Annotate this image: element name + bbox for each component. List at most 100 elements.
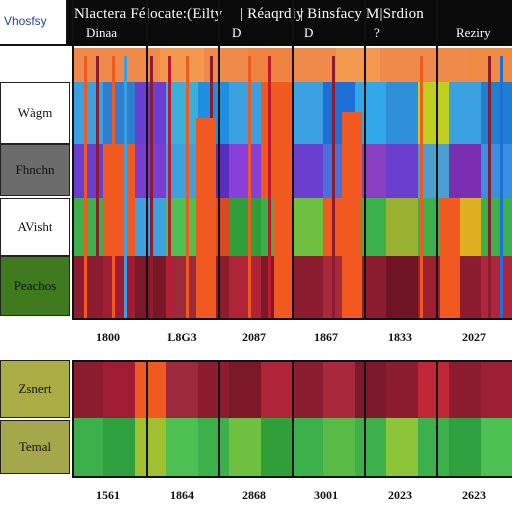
axis-tick-label: L8G3 — [167, 330, 197, 344]
corner-cell: Vhosfsy — [0, 0, 68, 46]
row-label: Temal — [0, 420, 70, 474]
band-stripe — [229, 360, 262, 418]
corner-label: Vhosfsy — [4, 14, 47, 28]
band-stripe — [166, 198, 199, 256]
band-stripe — [292, 360, 324, 418]
header-title-right: | Binsfacy M|Srdion — [300, 6, 424, 22]
band-stripe — [449, 82, 482, 144]
band-stripe — [72, 82, 104, 144]
band-stripe — [103, 144, 136, 198]
band-stripe — [166, 256, 199, 318]
band-stripe — [229, 82, 262, 144]
header-sub-label: Dinaa — [86, 25, 118, 40]
band-stripe — [260, 418, 293, 476]
band-stripe — [292, 198, 324, 256]
axis-tick-label: 3001 — [314, 488, 338, 502]
band-stripe — [134, 418, 167, 476]
band-stripe — [72, 144, 104, 198]
band-stripe — [323, 418, 356, 476]
header-sub-label: ? — [374, 25, 380, 40]
band-stripe — [386, 82, 419, 144]
header-sub-label: D — [304, 25, 314, 40]
band-stripe — [354, 360, 387, 418]
accent-bar — [420, 56, 423, 318]
band-stripe — [292, 418, 324, 476]
band-stripe — [292, 256, 324, 318]
color-band — [72, 418, 512, 476]
axis-tick-label: 2023 — [388, 488, 412, 502]
band-stripe — [103, 256, 136, 318]
band-stripe — [449, 360, 482, 418]
axis-tick-label: 1833 — [388, 330, 412, 344]
band-stripe — [72, 256, 104, 318]
header-sub-label: Reziry — [456, 25, 491, 40]
grid-line — [292, 0, 294, 512]
axis-tick-label: 2027 — [462, 330, 486, 344]
row-label: Wàgm — [0, 82, 70, 144]
accent-bar — [186, 56, 189, 318]
band-stripe — [72, 360, 104, 418]
band-stripe — [480, 144, 512, 198]
row-label: AVisht — [0, 198, 70, 256]
band-stripe — [417, 360, 450, 418]
grid-line — [436, 0, 438, 512]
band-stripe — [386, 256, 419, 318]
band-stripe — [229, 418, 262, 476]
grid-line — [72, 0, 74, 512]
band-stripe — [380, 48, 424, 82]
feature-bar — [342, 112, 362, 318]
grid-line — [218, 0, 220, 512]
band-stripe — [480, 256, 512, 318]
color-band — [72, 360, 512, 418]
axis-tick-label: 2868 — [242, 488, 266, 502]
header-title-left: Nlactera Félocate:(Eilty — [74, 6, 223, 22]
band-stripe — [480, 198, 512, 256]
band-stripe — [72, 198, 104, 256]
grid-line — [146, 0, 148, 512]
accent-bar — [124, 56, 127, 318]
row-label: Zsnert — [0, 360, 70, 418]
band-stripe — [166, 82, 199, 144]
band-stripe — [103, 82, 136, 144]
accent-bar — [150, 56, 153, 318]
band-stripe — [166, 144, 199, 198]
accent-bar — [96, 56, 99, 318]
band-stripe — [386, 144, 419, 198]
accent-bar — [112, 56, 115, 318]
accent-bar — [248, 56, 251, 318]
feature-bar — [274, 112, 294, 318]
band-stripe — [386, 418, 419, 476]
band-stripe — [449, 418, 482, 476]
axis-tick-label: 1867 — [314, 330, 338, 344]
band-stripe — [229, 198, 262, 256]
band-stripe — [260, 360, 293, 418]
band-stripe — [72, 418, 104, 476]
band-stripe — [480, 360, 512, 418]
grid-line — [364, 0, 366, 512]
band-stripe — [292, 82, 324, 144]
band-stripe — [160, 48, 204, 82]
band-stripe — [480, 82, 512, 144]
accent-bar — [84, 56, 87, 318]
band-stripe — [417, 82, 450, 144]
band-stripe — [417, 418, 450, 476]
accent-bar — [168, 56, 171, 318]
header-sub-label: D — [232, 25, 242, 40]
chart-header — [0, 0, 512, 46]
header-title-mid: | Réaqrdiy — [240, 6, 304, 22]
band-stripe — [103, 360, 136, 418]
band-stripe — [292, 144, 324, 198]
feature-bar — [440, 198, 460, 318]
band-stripe — [336, 48, 380, 82]
axis-tick-label: 1800 — [96, 330, 120, 344]
accent-bar — [500, 56, 503, 318]
band-stripe — [72, 48, 116, 82]
row-label: Peachos — [0, 256, 70, 316]
band-stripe — [166, 418, 199, 476]
feature-bar — [196, 118, 216, 318]
band-stripe — [229, 256, 262, 318]
accent-bar — [488, 56, 491, 318]
band-stripe — [424, 48, 468, 82]
band-stripe — [354, 418, 387, 476]
band-stripe — [417, 144, 450, 198]
